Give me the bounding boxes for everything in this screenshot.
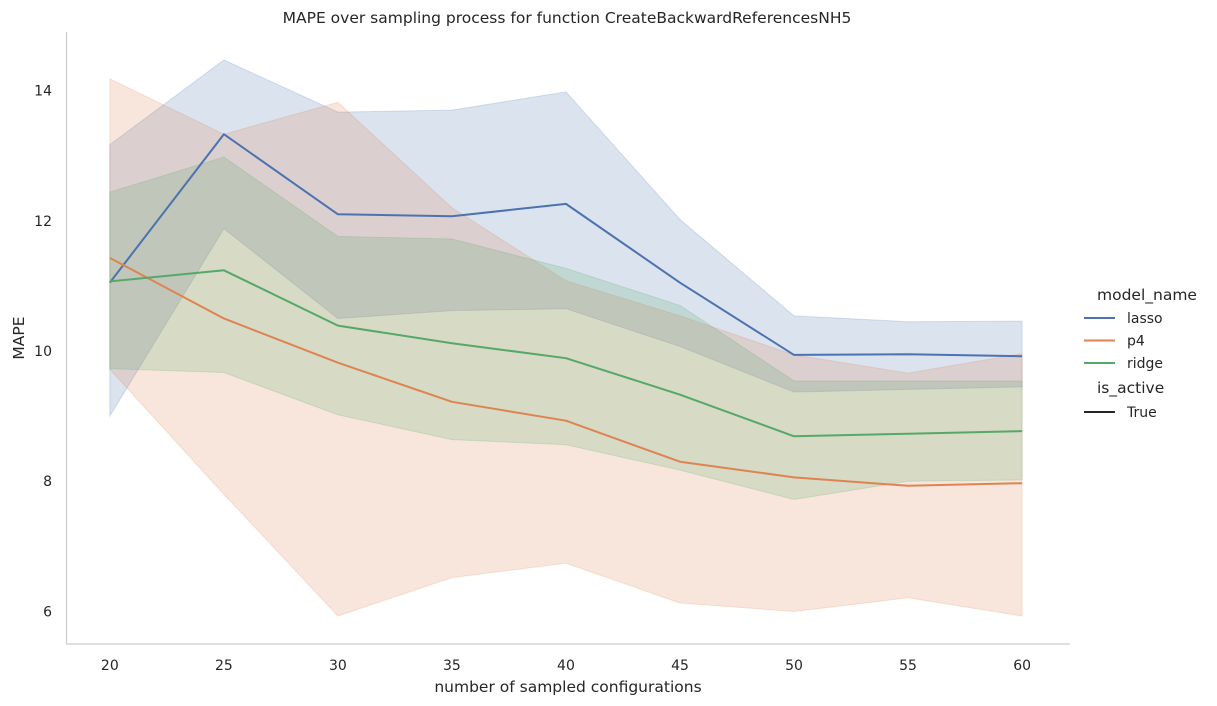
x-tick-label: 35 — [443, 658, 461, 674]
series-lines — [109, 133, 1023, 487]
legend-title: model_name — [1097, 286, 1197, 305]
legend-label-ridge: ridge — [1127, 356, 1163, 372]
confidence-bands — [109, 59, 1023, 617]
legend-items: lasso p4 ridge — [1084, 311, 1163, 372]
confidence-band-lasso — [109, 59, 1023, 418]
confidence-band-ridge — [109, 156, 1023, 500]
series-line-ridge — [109, 269, 1023, 438]
x-tick-label: 30 — [329, 658, 347, 674]
x-tick-label: 60 — [1013, 658, 1031, 674]
y-axis-label: MAPE — [10, 316, 28, 359]
legend-label-lasso: lasso — [1127, 311, 1163, 327]
y-tick-label: 6 — [43, 604, 52, 620]
y-tick-label: 14 — [34, 84, 52, 100]
x-tick-label: 50 — [785, 658, 803, 674]
y-tick-label: 8 — [43, 474, 52, 490]
x-axis-label: number of sampled configurations — [434, 678, 701, 696]
x-axis-ticks: 20 25 30 35 40 45 50 55 60 — [101, 658, 1031, 674]
y-tick-label: 10 — [34, 344, 52, 360]
legend-label-p4: p4 — [1127, 334, 1145, 350]
legend: model_name lasso p4 ridge is_active True — [1084, 286, 1197, 421]
legend-style-label: True — [1126, 405, 1157, 421]
chart-title: MAPE over sampling process for function … — [283, 9, 852, 27]
x-tick-label: 40 — [557, 658, 575, 674]
series-line-lasso — [109, 133, 1023, 358]
x-tick-label: 45 — [671, 658, 689, 674]
y-axis-ticks: 6 8 10 12 14 — [34, 84, 52, 621]
x-tick-label: 55 — [899, 658, 917, 674]
x-tick-label: 20 — [101, 658, 119, 674]
legend-hue-title: is_active — [1097, 379, 1164, 398]
x-tick-label: 25 — [215, 658, 233, 674]
series-line-p4 — [109, 257, 1023, 487]
y-tick-label: 12 — [34, 214, 52, 230]
